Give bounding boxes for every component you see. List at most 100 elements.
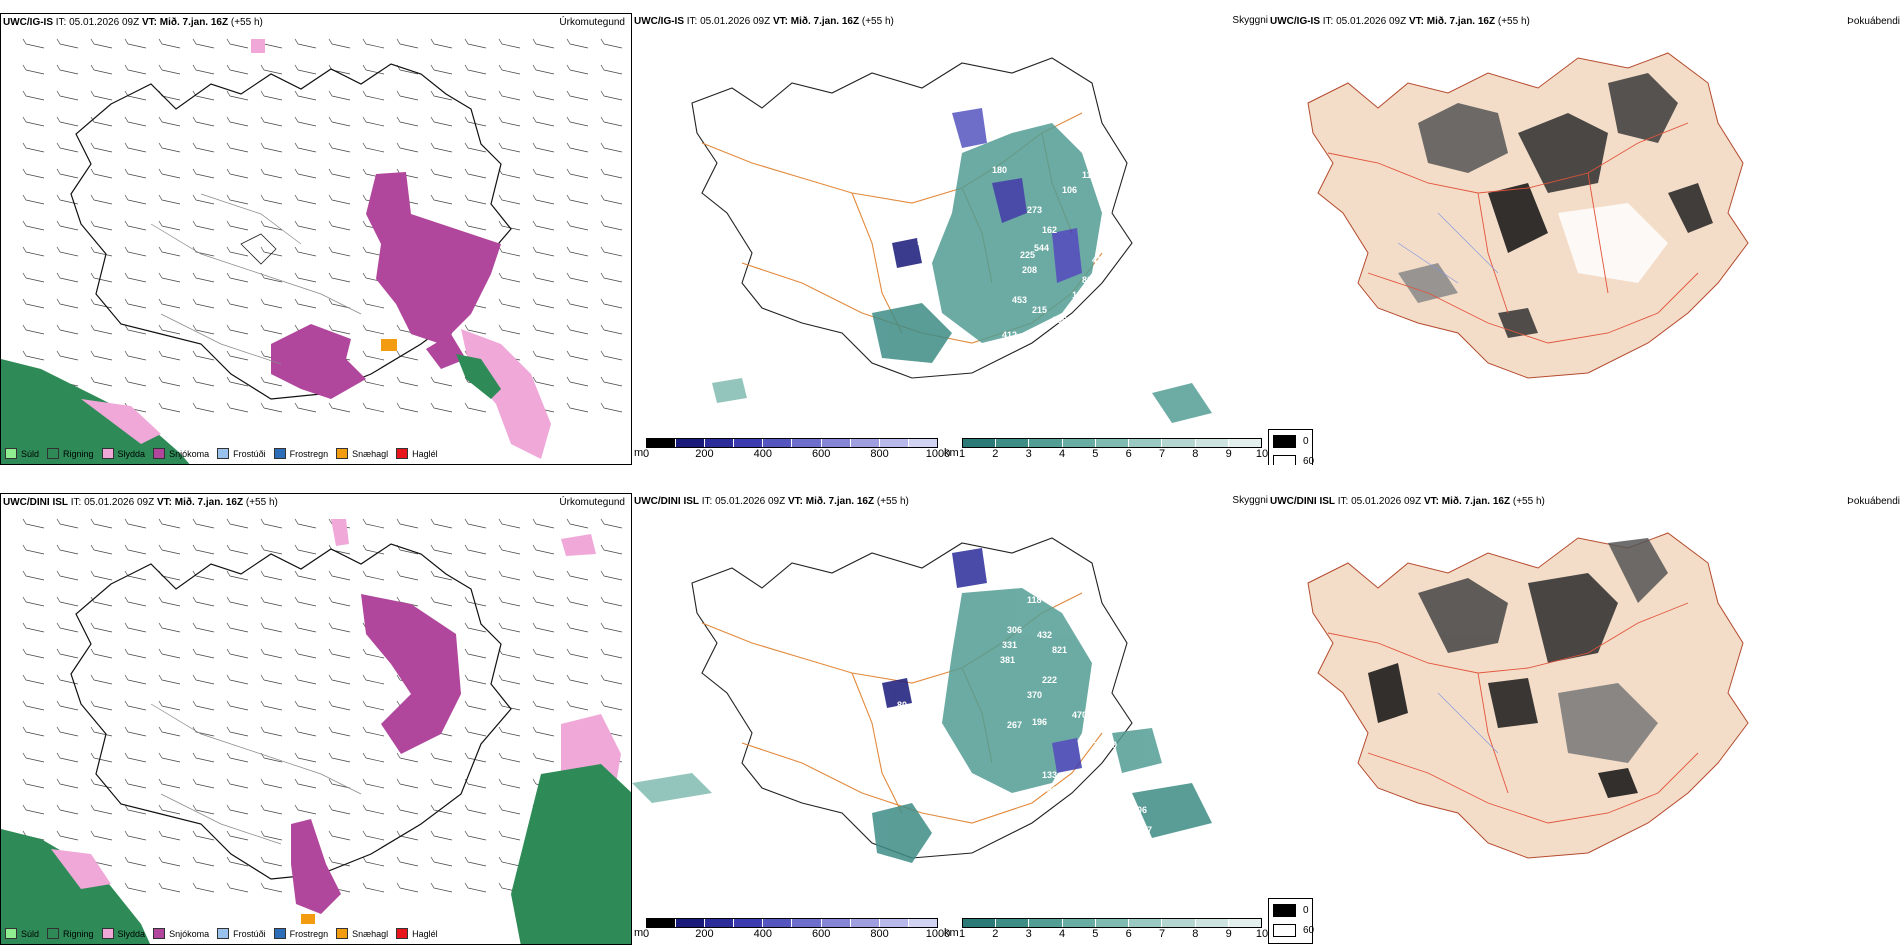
colorbar-tick-label: 9 [1225,928,1232,940]
wind-barb [192,830,215,841]
legend-swatch-black [1273,435,1296,448]
wind-barb [328,90,351,101]
wind-barb [566,518,589,529]
wind-barb [22,804,45,815]
wind-barb [260,246,283,257]
wind-barb [158,272,181,283]
wind-barb [158,752,181,763]
wind-barb [260,376,283,387]
visibility-value-label: 660 [1152,425,1167,433]
wind-barb [600,544,623,555]
wind-barb [56,350,79,361]
colorbar-segment [792,919,822,927]
colorbar-tick-label: 3 [1025,928,1032,940]
wind-barb [498,648,521,659]
wind-barb [124,168,147,179]
visibility-panel-1: UWC/IG-IS IT: 05.01.2026 09Z VT: Mið. 7.… [632,13,1268,465]
legend-swatch [217,928,230,939]
precip-type-panel-1: UWC/IG-IS IT: 05.01.2026 09Z VT: Mið. 7.… [0,13,632,465]
wind-barb [532,622,555,633]
wind-barb [532,570,555,581]
sleet-region [51,849,111,889]
wind-barb [566,272,589,283]
wind-barb [464,778,487,789]
wind-barb [600,272,623,283]
wind-barb [396,830,419,841]
wind-barb [362,882,385,893]
legend-label-black: 0 [1303,905,1309,916]
wind-barb [294,726,317,737]
visibility-value-label: 412 [1002,330,1017,340]
wind-barb [158,700,181,711]
wind-barb [90,194,113,205]
colorbar-segment [1029,919,1063,927]
wind-barb [22,726,45,737]
colorbar-segment [676,919,706,927]
wind-barb [328,830,351,841]
wind-barb [532,544,555,555]
colorbar-segment [1095,919,1130,927]
colorbar-segment [908,919,937,927]
visibility-value-label: 180 [1087,835,1102,845]
wind-barb [124,298,147,309]
wind-barb [22,64,45,75]
wind-barb [22,246,45,257]
wind-barb [532,726,555,737]
legend-swatch [101,448,114,459]
wind-barb [90,674,113,685]
legend-swatch [5,928,17,939]
wind-barb [328,622,351,633]
wind-barb [498,220,521,231]
legend-item: Snæhagl [336,448,388,459]
wind-barb [90,544,113,555]
sleet-patch [251,39,265,53]
wind-barb [328,324,351,335]
wind-barb [226,752,249,763]
wind-barb [328,648,351,659]
wind-barb [600,64,623,75]
wind-barb [56,38,79,49]
visibility-value-label: 110 [1082,170,1097,180]
visibility-value-label: 136 [1097,325,1112,335]
wind-barb [158,376,181,387]
fog-panel-2: UWC/DINI ISL IT: 05.01.2026 09Z VT: Mið.… [1268,493,1900,945]
fog-panel-1: UWC/IG-IS IT: 05.01.2026 09Z VT: Mið. 7.… [1268,13,1900,465]
wind-barb [192,142,215,153]
wind-barb [498,142,521,153]
colorbar-tick-label: 1 [958,448,966,460]
wind-barb [328,38,351,49]
colorbar-segment [1228,919,1261,927]
wind-barb [498,778,521,789]
snow-region [271,324,366,399]
wind-barb [498,700,521,711]
wind-barb [226,246,249,257]
wind-barb [22,220,45,231]
colorbar-segment [763,439,793,447]
legend-item: Snjókoma [153,928,209,939]
wind-barb [192,298,215,309]
wind-barb [328,272,351,283]
colorbar-tick-label: 8 [1192,448,1199,460]
wind-barb [532,168,555,179]
wind-barb [464,142,487,153]
wind-barb [294,570,317,581]
legend-swatch [153,448,166,459]
visibility-value-label: 130 [1112,780,1127,790]
wind-barb [294,168,317,179]
road-lines [150,703,362,845]
wind-barb [566,298,589,309]
wind-barb [498,856,521,867]
wind-barb [192,700,215,711]
colorbar-segment [1195,919,1229,927]
colorbar-tick-label: 800 [870,448,889,460]
visibility-value-label: 381 [1000,655,1015,665]
roads [1327,602,1699,824]
wind-barb [124,804,147,815]
colorbar-segment [821,919,851,927]
colorbar-segment [963,919,997,927]
wind-barb [192,596,215,607]
wind-barb [226,324,249,335]
wind-barb [226,674,249,685]
colorbar-segment [1029,439,1063,447]
